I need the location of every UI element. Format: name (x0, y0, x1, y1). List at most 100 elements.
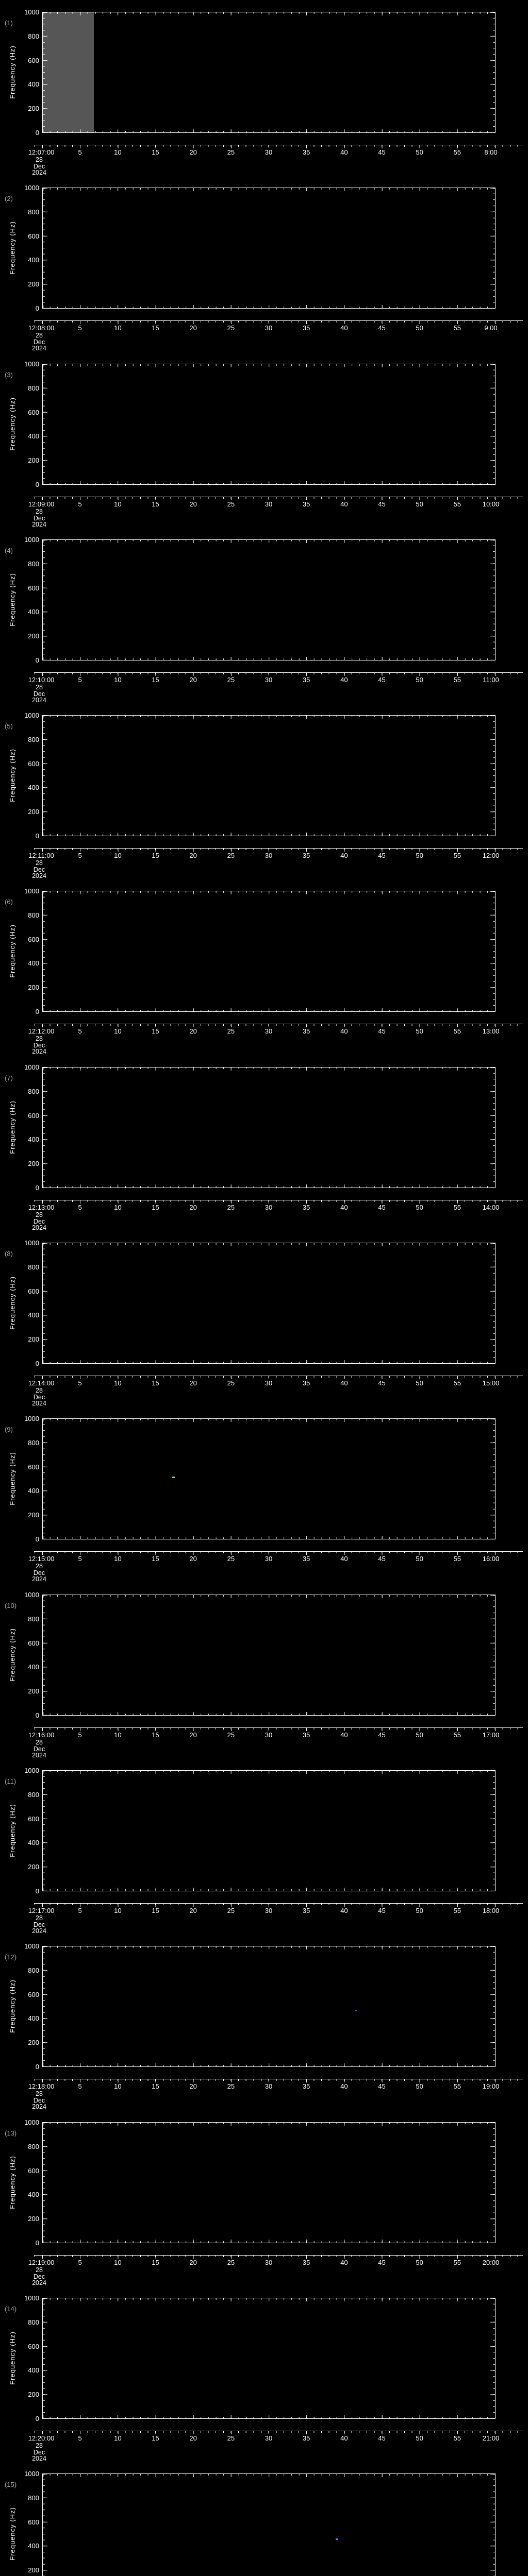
frame-tick-strip-top-minor (43, 188, 495, 190)
x-tick-label: 50 (416, 676, 423, 684)
panel-index-label: (9) (5, 1426, 13, 1433)
frame-tick-strip-right-major (490, 2474, 495, 2576)
x-tick-label: 25 (227, 1555, 235, 1563)
date-line: 2024 (32, 1575, 46, 1583)
x-tick-label: 15 (152, 1204, 159, 1211)
x-tick-label: 40 (340, 2082, 348, 2090)
frame-tick-strip-top-major (43, 364, 495, 367)
x-tick-label: 35 (302, 1907, 310, 1914)
x-tick-label: 40 (340, 500, 348, 508)
x-tick-label: 5 (78, 676, 82, 684)
x-tick-label: 50 (416, 2434, 423, 2442)
frame-tick-strip-right-major (490, 716, 495, 836)
x-tick-label: 40 (340, 1204, 348, 1211)
y-tick-label: 400 (28, 256, 39, 264)
x-tick-label: 5 (78, 1731, 82, 1739)
frame-tick-strip-bottom-major (43, 1888, 495, 1891)
x-tick-label: 45 (378, 1731, 386, 1739)
frame-tick-strip-top-minor (43, 1243, 495, 1245)
y-tick-label: 200 (28, 2215, 39, 2223)
x-axis-tick-strip-minor (35, 1376, 518, 1378)
x-tick-label: 20 (189, 2259, 197, 2266)
y-tick-label: 800 (28, 560, 39, 568)
x-tick-label: 25 (227, 1204, 235, 1211)
y-tick-label: 600 (28, 408, 39, 416)
date-line: 2024 (32, 1400, 46, 1407)
frame-tick-strip-right-minor (493, 364, 495, 484)
date-line: Dec (33, 1569, 45, 1577)
y-tick-label: 600 (28, 935, 39, 943)
frame-tick-strip-top-minor (43, 12, 495, 14)
y-tick-label: 600 (28, 56, 39, 64)
x-axis-tick-strip-minor (35, 1552, 518, 1553)
panel-index-label: (5) (5, 722, 13, 730)
x-tick-label: 25 (227, 1027, 235, 1035)
frame-tick-strip-bottom-minor (43, 483, 495, 484)
y-tick-label: 0 (35, 2063, 39, 2071)
x-tick-label: 35 (302, 1555, 310, 1563)
x-tick-label: 15 (152, 500, 159, 508)
spectrogram-panel-5: (5) Frequency (Hz) 0 200 400 600 800 1000 12:11:… (0, 703, 528, 879)
x-tick-label: 45 (378, 2259, 386, 2266)
x-tick-label: 10 (114, 148, 122, 156)
x-tick-label: 10 (114, 2434, 122, 2442)
y-tick-label: 800 (28, 2318, 39, 2326)
x-tick-label: 25 (227, 2082, 235, 2090)
frame-tick-strip-left-major (43, 1771, 47, 1891)
y-tick-label: 600 (28, 2518, 39, 2526)
x-axis-tick-strip-minor (35, 673, 518, 674)
x-tick-label: 30 (265, 2259, 273, 2266)
date-line: 28 (36, 508, 43, 515)
x-tick-label: 35 (302, 148, 310, 156)
y-axis-title: Frequency (Hz) (8, 2507, 16, 2561)
x-axis-line (34, 1903, 523, 1904)
x-tick-label: 30 (265, 1027, 273, 1035)
frame-tick-strip-left-minor (43, 1067, 45, 1188)
panel-index-label: (4) (5, 547, 13, 554)
x-tick-label: 30 (265, 1731, 273, 1739)
x-start-time-label: 12:09:00 (28, 500, 55, 508)
x-tick-label: 10 (114, 852, 122, 859)
y-tick-label: 800 (28, 735, 39, 743)
x-tick-label: 5 (78, 1555, 82, 1563)
frame-tick-strip-left-major (43, 2298, 47, 2418)
x-tick-label: 5 (78, 148, 82, 156)
frame-tick-strip-bottom-minor (43, 1714, 495, 1715)
y-tick-label: 1000 (24, 1942, 39, 1950)
y-tick-label: 600 (28, 2342, 39, 2350)
x-axis-line (34, 672, 523, 673)
spectrogram-panel-11: (11) Frequency (Hz) 0 200 400 600 800 1000 12:17… (0, 1758, 528, 1935)
y-tick-label: 200 (28, 808, 39, 816)
y-tick-label: 600 (28, 1111, 39, 1120)
spectrogram-panel-14: (14) Frequency (Hz) 0 200 400 600 800 1000 12:20… (0, 2286, 528, 2462)
frame-tick-strip-left-major (43, 2123, 47, 2243)
x-tick-label: 10 (114, 676, 122, 684)
x-tick-label: 30 (265, 324, 273, 332)
date-line: 2024 (32, 872, 46, 879)
frame-tick-strip-right-major (490, 1243, 495, 1363)
x-tick-label: 50 (416, 500, 423, 508)
panel-index-label: (6) (5, 898, 13, 906)
y-tick-label: 400 (28, 2014, 39, 2023)
x-axis-tick-strip-minor (35, 1024, 518, 1026)
spectrogram-panel-6: (6) Frequency (Hz) 0 200 400 600 800 1000 12:12:… (0, 879, 528, 1055)
frame-tick-strip-left-minor (43, 1595, 45, 1715)
y-tick-label: 800 (28, 1263, 39, 1271)
x-tick-label: 15 (152, 1027, 159, 1035)
frame-tick-strip-top-major (43, 1595, 495, 1598)
x-tick-label: 40 (340, 1731, 348, 1739)
frame-tick-strip-right-minor (493, 1771, 495, 1891)
y-tick-label: 800 (28, 384, 39, 392)
x-tick-label: 50 (416, 2082, 423, 2090)
x-end-time-label: 10:00 (482, 500, 500, 508)
date-line: Dec (33, 162, 45, 170)
x-tick-label: 45 (378, 1907, 386, 1914)
x-tick-label: 15 (152, 2434, 159, 2442)
y-tick-label: 200 (28, 984, 39, 992)
x-tick-label: 35 (302, 500, 310, 508)
x-axis-line (34, 848, 523, 849)
date-line: 28 (36, 2266, 43, 2274)
y-tick-label: 1000 (24, 1239, 39, 1247)
x-tick-label: 55 (453, 2434, 461, 2442)
spectrogram-panel-1: (1) Frequency (Hz) 0 200 400 600 800 1000 12:07:… (0, 0, 528, 176)
